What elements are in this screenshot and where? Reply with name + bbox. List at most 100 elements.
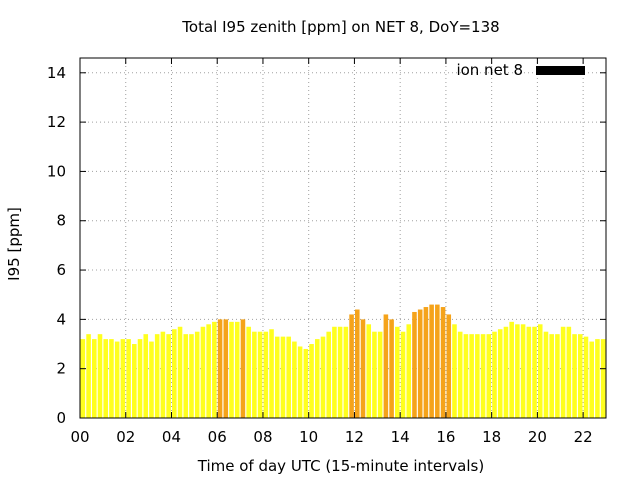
y-tick-label: 0 [56, 409, 66, 427]
bar [86, 334, 91, 418]
bar [577, 334, 583, 418]
bar [589, 341, 594, 418]
bar [417, 309, 423, 418]
bar [595, 339, 600, 418]
bar [160, 331, 166, 418]
bar [566, 326, 572, 418]
bar [240, 319, 246, 418]
bar [332, 326, 337, 418]
bar [423, 307, 429, 418]
bar [400, 331, 406, 418]
bar [166, 334, 171, 418]
bar [337, 326, 343, 418]
bar [537, 324, 543, 418]
bar [309, 344, 314, 418]
x-tick-label: 20 [528, 428, 547, 446]
bar [395, 326, 400, 418]
x-tick-label: 04 [162, 428, 181, 446]
plot-frame [79, 57, 607, 419]
bar [257, 331, 263, 418]
y-tick-label: 4 [56, 310, 66, 328]
bar [446, 314, 452, 418]
x-tick-labels: 00 02 04 06 08 10 12 14 16 18 20 22 [70, 428, 592, 446]
y-tick-label: 8 [56, 212, 66, 230]
bar [486, 334, 492, 418]
bar [183, 334, 189, 418]
bars [80, 304, 606, 418]
bar [126, 339, 131, 418]
bar [532, 326, 537, 418]
bar [223, 319, 229, 418]
bar [92, 339, 97, 418]
bar [109, 339, 114, 418]
bar [217, 319, 223, 418]
y-tick-labels: 0 2 4 6 8 10 12 14 [47, 64, 66, 427]
bar [440, 307, 446, 418]
bar [212, 321, 217, 418]
y-tick-label: 12 [47, 113, 66, 131]
y-tick-label: 2 [56, 360, 66, 378]
bar [206, 324, 211, 418]
x-tick-label: 12 [345, 428, 364, 446]
bar [314, 339, 320, 418]
bar [320, 336, 326, 418]
bar [469, 334, 474, 418]
bar [457, 331, 463, 418]
bar [194, 331, 200, 418]
bar [103, 339, 109, 418]
bar [143, 334, 149, 418]
bar [177, 326, 183, 418]
bar [269, 329, 274, 418]
y-tick-label: 10 [47, 162, 66, 180]
legend-swatch [536, 66, 585, 75]
bar [355, 309, 360, 418]
bar [583, 336, 589, 418]
x-tick-label: 10 [299, 428, 318, 446]
bar [480, 334, 486, 418]
bar [154, 334, 160, 418]
bar [246, 326, 251, 418]
bar [274, 336, 280, 418]
bar [503, 326, 509, 418]
bar [475, 334, 480, 418]
bar [492, 331, 497, 418]
y-tick-label: 6 [56, 261, 66, 279]
y-axis-label: I95 [ppm] [5, 207, 23, 281]
x-tick-label: 22 [574, 428, 593, 446]
x-tick-label: 08 [253, 428, 272, 446]
bar [520, 324, 526, 418]
bar [280, 336, 286, 418]
legend: ion net 8 [456, 61, 585, 79]
bar [149, 341, 154, 418]
bar [349, 314, 354, 418]
bar [114, 341, 120, 418]
bar [326, 331, 331, 418]
bar [263, 331, 269, 418]
bar [555, 334, 560, 418]
bar [120, 339, 126, 418]
bar [252, 331, 257, 418]
bar [549, 334, 554, 418]
bar [377, 331, 383, 418]
bar [543, 331, 549, 418]
bar [97, 334, 103, 418]
bar [463, 334, 469, 418]
bar [80, 339, 86, 418]
bar [452, 324, 457, 418]
bar [372, 331, 377, 418]
bar [172, 329, 177, 418]
bar [389, 319, 394, 418]
bar [286, 336, 291, 418]
bar [234, 321, 240, 418]
bar [526, 326, 532, 418]
bar [297, 346, 303, 418]
bar [429, 304, 434, 418]
bar [560, 326, 566, 418]
bar [200, 326, 206, 418]
bar [383, 314, 389, 418]
bar [343, 326, 349, 418]
bar [292, 341, 297, 418]
bar [229, 321, 234, 418]
x-tick-label: 02 [116, 428, 135, 446]
